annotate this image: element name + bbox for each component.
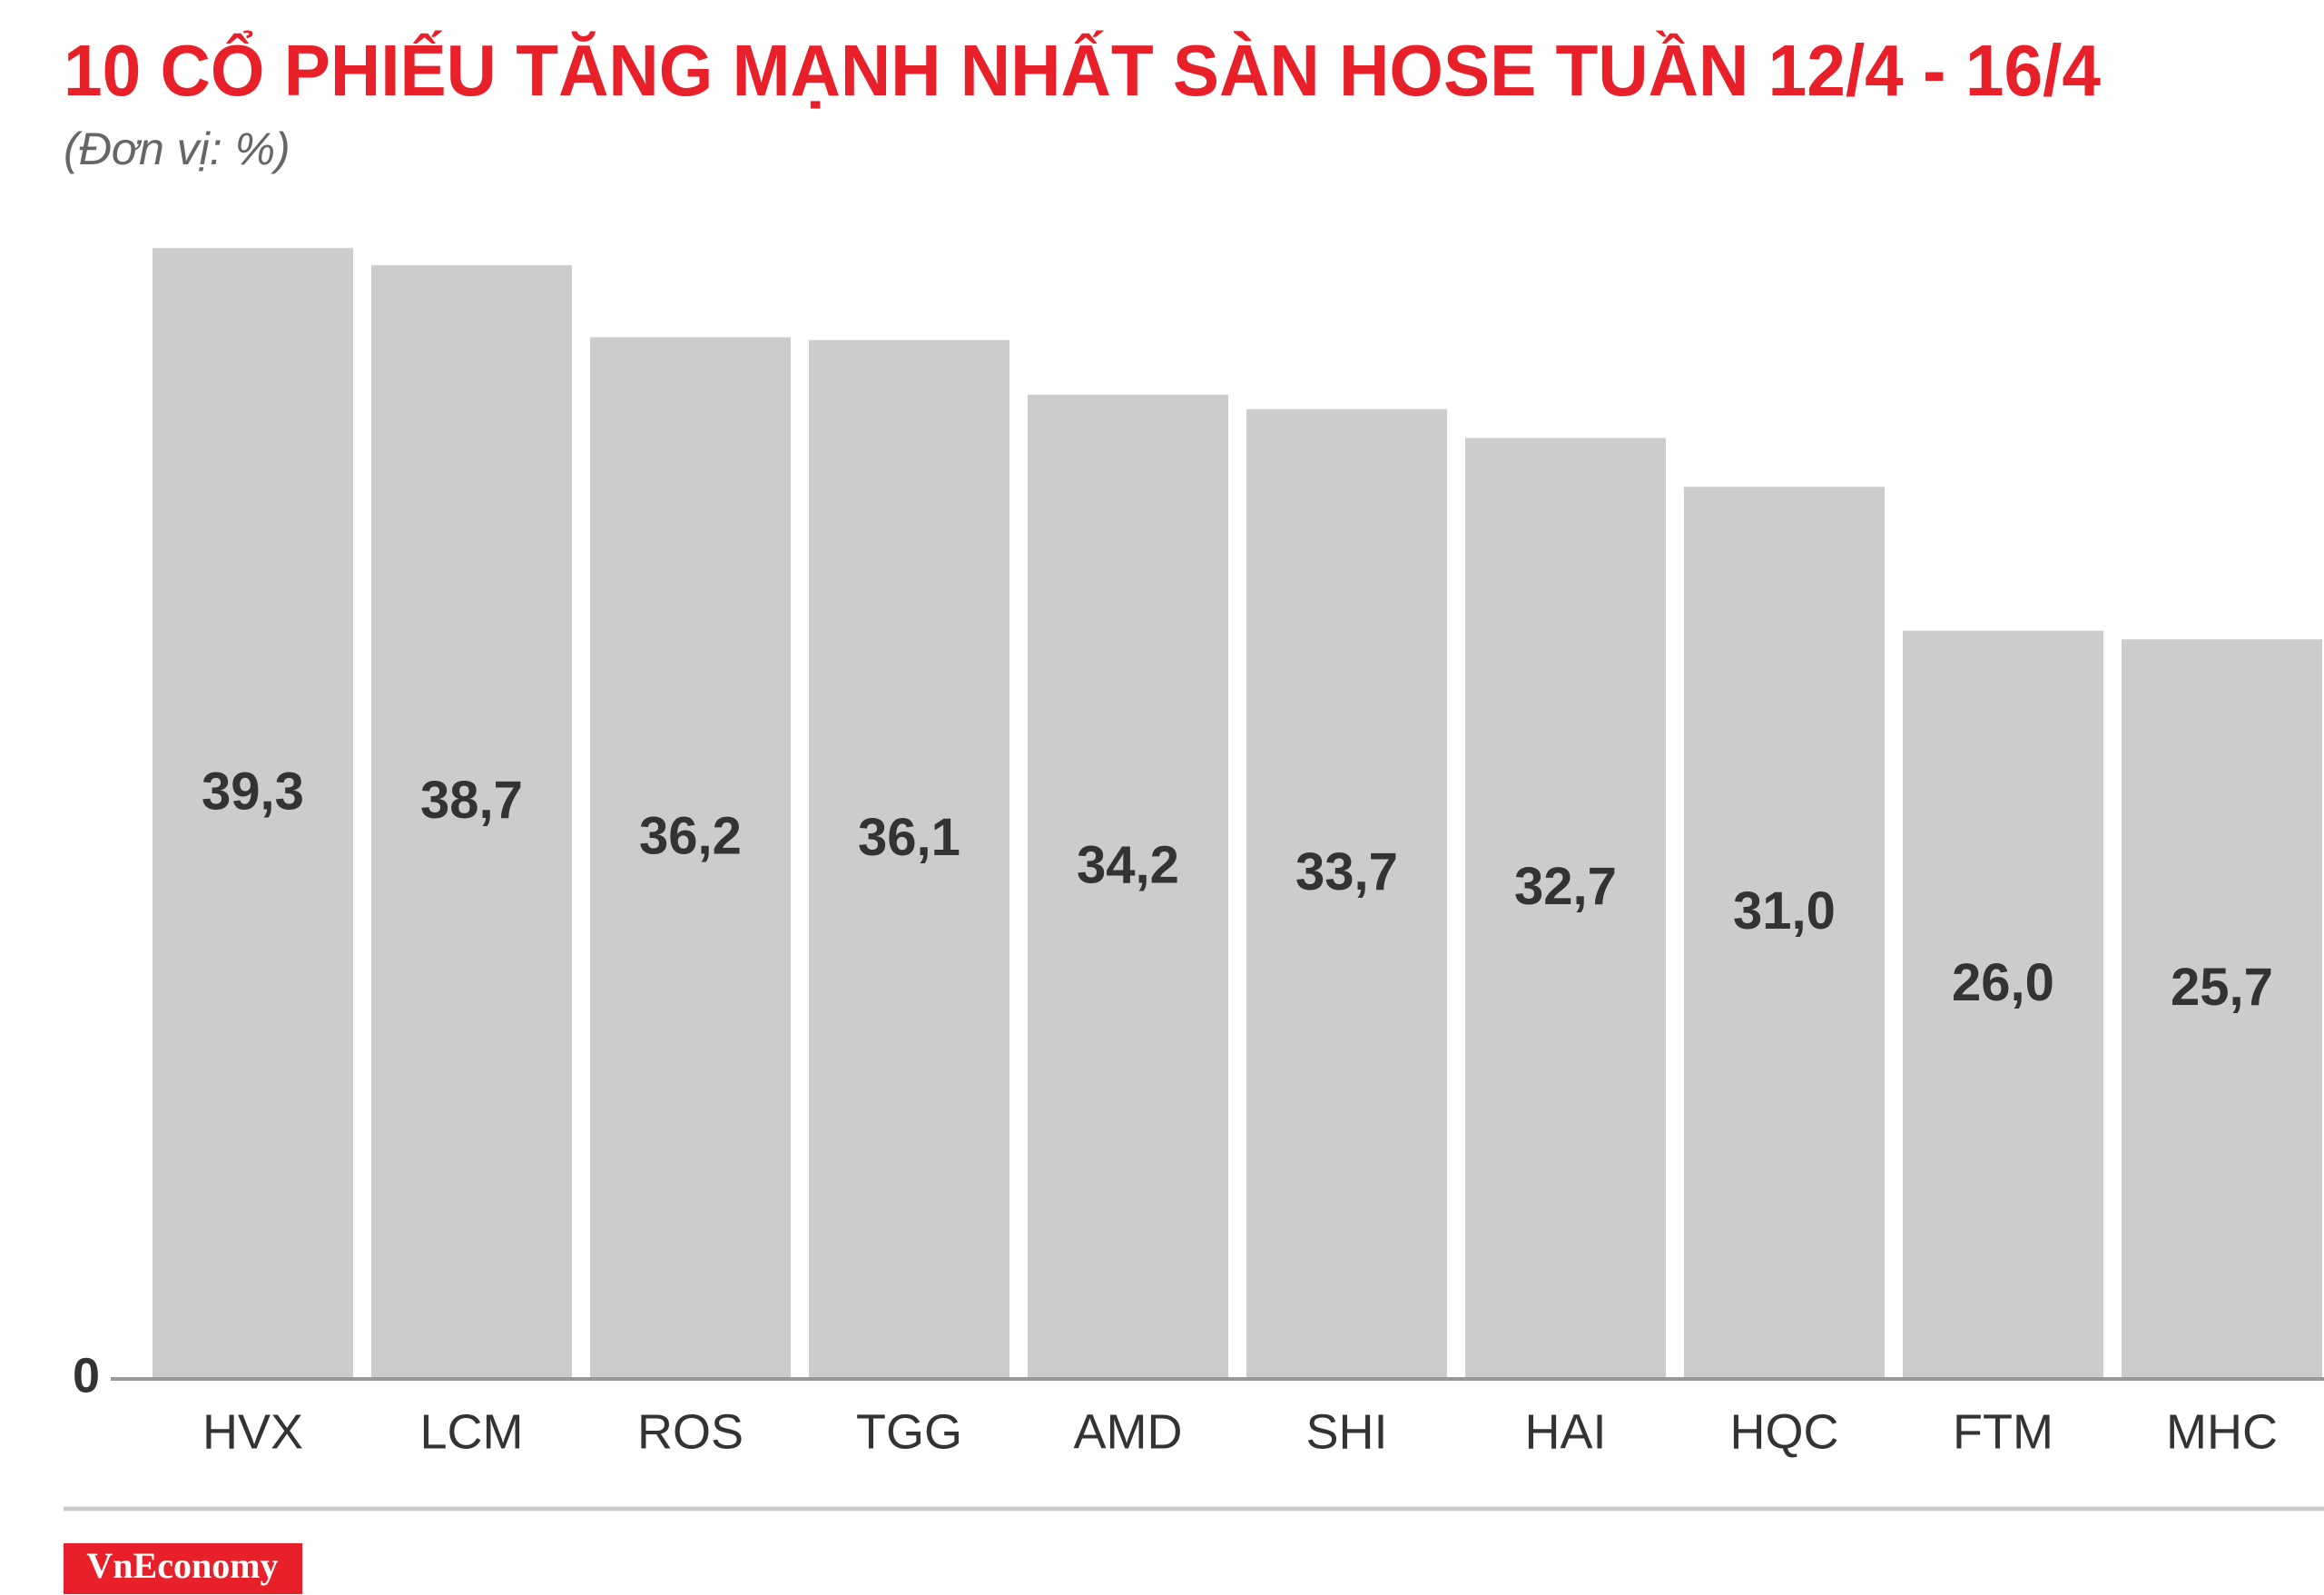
bar	[1465, 438, 1666, 1379]
chart-title: 10 CỔ PHIẾU TĂNG MẠNH NHẤT SÀN HOSE TUẦN…	[64, 30, 2101, 111]
value-label: 33,7	[1295, 842, 1398, 901]
x-tick-label: HVX	[202, 1404, 303, 1459]
value-label: 39,3	[202, 762, 304, 821]
bar	[1028, 394, 1228, 1379]
bar	[809, 340, 1009, 1379]
x-tick-label: ROS	[637, 1404, 743, 1459]
value-label: 36,1	[858, 808, 960, 867]
x-tick-label: FTM	[1953, 1404, 2053, 1459]
bar	[2122, 639, 2322, 1379]
value-label: 31,0	[1733, 881, 1836, 940]
bar	[371, 265, 572, 1380]
y-tick-label: 0	[73, 1348, 100, 1403]
x-tick-label: AMD	[1074, 1404, 1183, 1459]
value-label: 36,2	[639, 807, 742, 866]
value-label: 38,7	[420, 771, 523, 830]
x-tick-label: TGG	[856, 1404, 962, 1459]
x-tick-label: HAI	[1524, 1404, 1606, 1459]
value-label: 25,7	[2171, 958, 2273, 1017]
bar	[153, 248, 353, 1380]
brand-logo: VnEconomy	[86, 1545, 278, 1586]
x-tick-label: HQC	[1730, 1404, 1839, 1459]
value-label: 32,7	[1514, 857, 1617, 916]
brand-box	[64, 1543, 302, 1594]
value-label: 34,2	[1077, 835, 1179, 894]
bar	[1903, 630, 2103, 1379]
x-tick-label: LCM	[419, 1404, 523, 1459]
chart-subtitle: (Đơn vị: %)	[64, 123, 290, 174]
bar	[590, 337, 791, 1380]
bar	[1246, 409, 1447, 1380]
bar	[1684, 487, 1885, 1379]
x-tick-label: SHI	[1305, 1404, 1387, 1459]
value-label: 26,0	[1952, 953, 2054, 1012]
x-tick-label: MHC	[2166, 1404, 2278, 1459]
